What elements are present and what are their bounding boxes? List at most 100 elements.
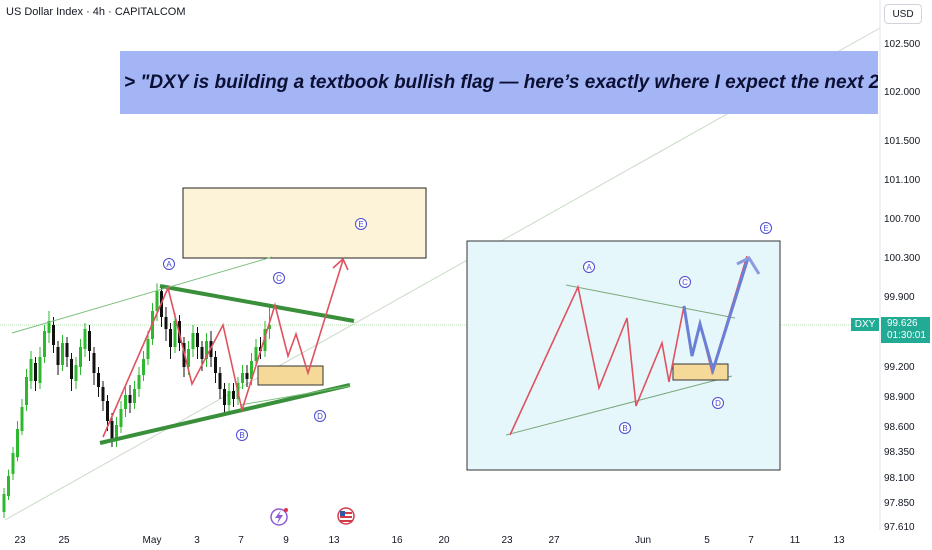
x-tick-label: 9 [283, 535, 289, 546]
inset-lower-line [505, 375, 733, 436]
wave-label: A [586, 263, 592, 272]
x-tick-label: 23 [501, 535, 513, 546]
x-tick-label: 5 [704, 535, 710, 546]
candle-body [268, 325, 271, 329]
x-tick-label: 20 [438, 535, 450, 546]
inset-box [466, 240, 781, 471]
x-tick-label: 27 [548, 535, 560, 546]
inset-arrow-head [736, 256, 761, 275]
candle-body [7, 475, 10, 496]
candle-body [106, 401, 109, 421]
candle-body [155, 291, 159, 311]
inset-blue-path [682, 257, 750, 376]
candle-body [128, 395, 132, 403]
x-tick-label: 25 [58, 535, 70, 546]
wave-label-circle [355, 218, 367, 230]
candle-body [254, 347, 258, 361]
x-tick-label: 16 [391, 535, 403, 546]
wave-projection [102, 259, 344, 438]
y-tick-label: 102.500 [884, 39, 921, 50]
candle-body [133, 389, 136, 403]
wave-label: D [715, 399, 721, 408]
y-tick-label: 101.100 [884, 175, 921, 186]
candle-body [137, 375, 141, 389]
wave-label-circle [760, 222, 772, 234]
wave-label-circle [619, 422, 631, 434]
flag-lower-line [99, 383, 351, 445]
wave-label: A [166, 260, 172, 269]
wave-label: B [622, 424, 627, 433]
y-tick-label: 99.200 [884, 362, 915, 373]
buy-zone [257, 365, 324, 386]
candle-body [38, 357, 42, 383]
candle-body [263, 329, 267, 351]
y-tick-label: 98.600 [884, 422, 915, 433]
wave-label: C [276, 274, 282, 283]
candle-body [146, 339, 150, 359]
wave-label-circle [236, 429, 248, 441]
wave-label: C [682, 278, 688, 287]
currency-selector[interactable]: USD [884, 4, 922, 24]
y-tick-label: 98.100 [884, 473, 915, 484]
candle-body [97, 373, 100, 387]
y-tick-label: 98.350 [884, 447, 915, 458]
x-tick-label: Jun [635, 535, 651, 546]
candle-body [241, 373, 244, 383]
candle-body [25, 377, 28, 405]
bar-countdown: 01:30:01 [887, 330, 926, 341]
candle-body [187, 349, 190, 367]
candle-body [11, 453, 15, 474]
wave-label: B [239, 431, 244, 440]
candle-body [92, 353, 96, 373]
y-tick-label: 98.900 [884, 392, 915, 403]
symbol-tag: DXY [851, 318, 879, 331]
chart-header-title: US Dollar Index · 4h · CAPITALCOM [6, 6, 186, 18]
wave-label-circle [314, 410, 326, 422]
candles-group [2, 283, 271, 518]
candle-body [29, 359, 33, 381]
candle-body [200, 347, 204, 359]
y-tick-label: 101.500 [884, 136, 921, 147]
x-tick-label: May [143, 535, 162, 546]
candle-body [119, 409, 123, 427]
candle-body [191, 333, 195, 349]
candle-body [205, 341, 208, 359]
candle-body [142, 359, 145, 375]
wave-label: E [763, 224, 768, 233]
wave-label-circle [712, 397, 724, 409]
x-tick-label: 7 [238, 535, 244, 546]
candle-body [56, 347, 60, 365]
upper-channel-line [11, 256, 273, 334]
candle-body [34, 363, 37, 381]
flag-upper-line [159, 284, 355, 323]
us-flag-icon[interactable] [337, 507, 355, 525]
current-price-value: 99.626 [887, 318, 918, 329]
arrow-head [332, 257, 349, 271]
target-box [182, 187, 427, 259]
wave-label: D [317, 412, 323, 421]
candle-body [196, 333, 199, 347]
x-tick-label: 7 [748, 535, 754, 546]
inset-upper-line [565, 284, 736, 319]
wave-label-circle [583, 261, 595, 273]
candle-body [65, 343, 69, 357]
candle-body [214, 357, 217, 373]
candle-body [250, 361, 253, 379]
candle-body [124, 395, 127, 409]
candle-body [47, 321, 51, 333]
headline-text: > "DXY is building a textbook bullish fl… [124, 71, 878, 93]
lower-channel-line [239, 385, 351, 406]
candle-body [218, 373, 222, 389]
x-tick-label: 3 [194, 535, 200, 546]
candle-body [16, 429, 19, 458]
x-tick-label: 23 [14, 535, 26, 546]
candle-body [232, 391, 235, 399]
candle-body [43, 331, 46, 357]
candle-body [61, 343, 64, 365]
y-tick-label: 97.610 [884, 522, 915, 533]
lightning-icon[interactable] [270, 508, 288, 526]
candle-body [52, 325, 55, 345]
candle-body [74, 365, 78, 381]
candle-body [164, 317, 168, 329]
